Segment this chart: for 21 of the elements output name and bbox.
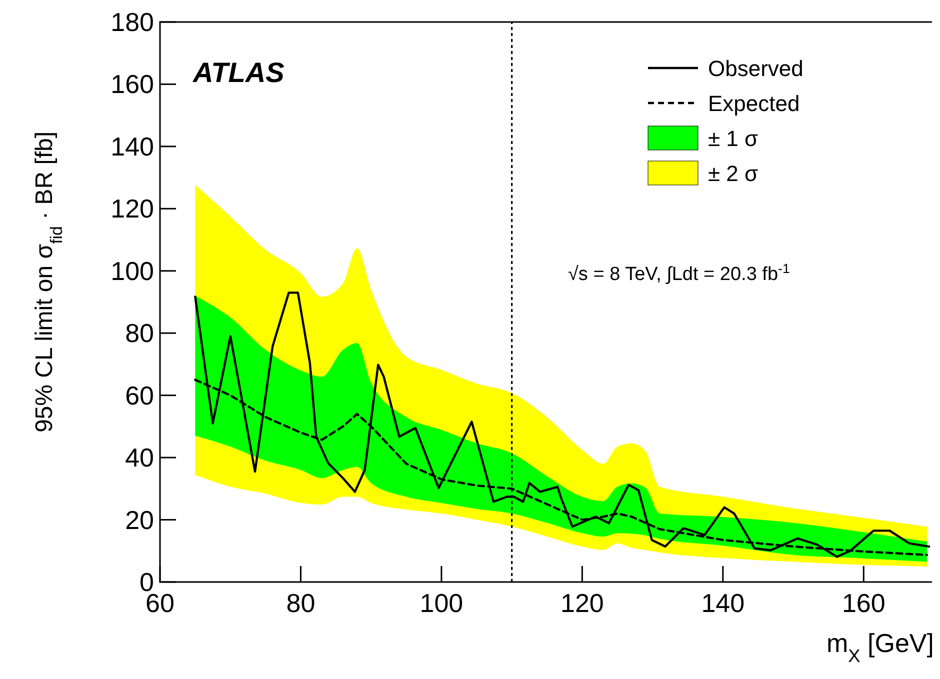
x-tick-label: 100 <box>420 588 464 618</box>
x-tick-label: 80 <box>286 588 316 618</box>
legend-label: Observed <box>708 56 804 81</box>
y-tick-label: 120 <box>110 194 154 224</box>
y-tick-label: 80 <box>125 318 154 348</box>
annotation: √s = 8 TeV, ∫Ldt = 20.3 fb$^{-1}$ <box>568 260 790 285</box>
y-tick-label: 180 <box>110 7 154 37</box>
legend-label: ± 1 σ <box>708 126 759 151</box>
y-tick-label: 140 <box>110 131 154 162</box>
legend-label: Expected <box>708 91 800 116</box>
x-tick-label: 160 <box>842 588 886 618</box>
x-tick-label: 140 <box>701 588 745 618</box>
y-tick-label: 60 <box>125 380 154 410</box>
legend-label: ± 2 σ <box>708 161 759 186</box>
y-tick-label: 40 <box>125 442 154 473</box>
x-tick-label: 120 <box>560 588 604 618</box>
annotation: ATLAS <box>192 57 285 88</box>
y-tick-label: 100 <box>110 256 154 286</box>
y-tick-label: 160 <box>110 69 154 100</box>
y-tick-label: 20 <box>125 504 154 535</box>
x-axis-title: m$_{X}$ [GeV] <box>826 628 934 666</box>
